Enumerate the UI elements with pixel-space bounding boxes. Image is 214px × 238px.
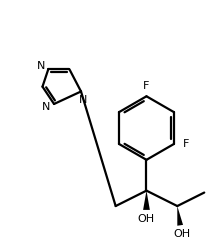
Text: F: F xyxy=(183,139,190,149)
Text: N: N xyxy=(36,61,45,71)
Text: OH: OH xyxy=(137,213,154,223)
Polygon shape xyxy=(177,206,183,226)
Polygon shape xyxy=(143,191,150,210)
Text: F: F xyxy=(143,81,150,91)
Text: OH: OH xyxy=(174,229,191,238)
Text: N: N xyxy=(42,102,51,112)
Text: N: N xyxy=(79,95,87,105)
